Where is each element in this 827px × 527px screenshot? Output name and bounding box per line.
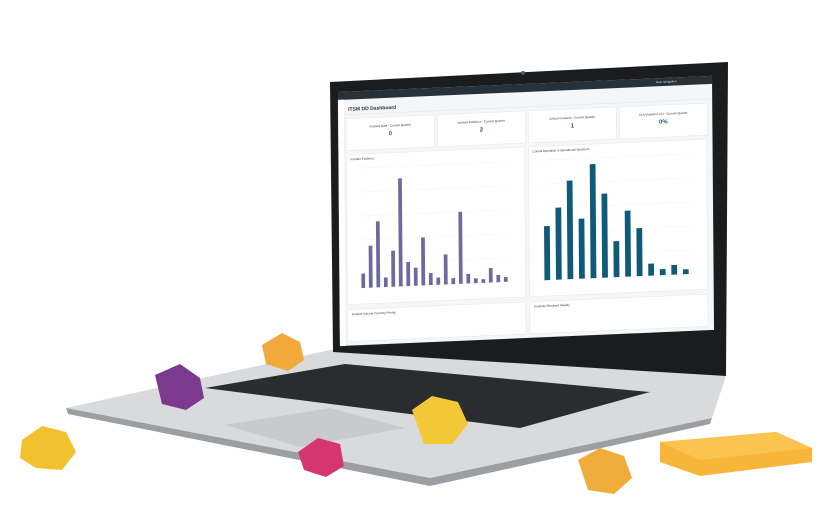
kpi-value: 0: [389, 131, 393, 137]
camera: [521, 71, 525, 75]
kpi-card: [346, 114, 435, 151]
bar: [496, 274, 501, 283]
bar: [466, 273, 471, 284]
kpi-card: [619, 102, 708, 140]
grid-line: [359, 233, 510, 241]
panel: [347, 301, 527, 342]
bar: [578, 218, 585, 279]
paper-ball: [155, 364, 204, 410]
laptop-edge: [66, 408, 712, 486]
bar: [458, 211, 463, 284]
paper-ball: [20, 426, 76, 470]
divider: [344, 98, 713, 115]
side-bar: [337, 99, 347, 347]
bar: [589, 163, 597, 279]
kpi-label: Critical Incidents - Current Quarter: [549, 115, 595, 121]
panel-title: Incidents Resolved Weekly: [534, 303, 570, 309]
grid-line: [358, 209, 510, 217]
grid-line: [358, 185, 509, 193]
bar: [659, 268, 666, 276]
app-title: ITSM DD Dashboard: [348, 105, 396, 113]
nav-link[interactable]: New navigation: [656, 79, 677, 84]
kpi-value: 2: [480, 127, 484, 133]
laptop-base: [66, 350, 726, 478]
grid-line: [541, 225, 692, 233]
paper-ball: [262, 333, 304, 371]
kpi-card: [437, 110, 526, 147]
paper-ball: [412, 396, 468, 444]
bar: [361, 273, 366, 289]
bar: [473, 278, 478, 284]
bar: [682, 269, 689, 275]
kpi-label: Incident Evidence - Current Quarter: [458, 119, 505, 125]
chart-panel: [528, 138, 708, 298]
bar: [544, 225, 551, 281]
bar: [671, 264, 678, 275]
grid-line: [540, 153, 691, 161]
bar: [503, 276, 508, 282]
chart-title: Incident Evidence: [351, 156, 375, 161]
bar: [443, 254, 448, 285]
bar: [613, 240, 620, 278]
grid-line: [540, 177, 691, 185]
bar: [428, 272, 433, 286]
bar: [368, 245, 373, 288]
panel: [529, 293, 709, 335]
kpi-card: [528, 106, 617, 144]
kpi-value: 1: [571, 123, 575, 129]
bar: [566, 180, 574, 280]
grid-line: [540, 201, 692, 209]
bar: [413, 267, 418, 286]
kpi-label: Incident Rate - Current Quarter: [370, 123, 411, 129]
bar: [398, 178, 403, 287]
bar: [488, 268, 493, 283]
bar: [648, 263, 655, 276]
trackpad: [225, 408, 405, 447]
bar: [601, 193, 608, 278]
top-bar: [338, 75, 713, 100]
keyboard: [205, 364, 650, 428]
paper-ball: [578, 448, 632, 494]
bar: [555, 207, 562, 280]
bar: [481, 279, 486, 283]
kpi-value: 0%: [659, 119, 668, 125]
bar: [436, 277, 441, 285]
chart-title: Control Operation in Operational Spectru…: [533, 147, 590, 153]
dashboard: New navigation ITSM DD Dashboard Inciden…: [337, 75, 715, 347]
grid-line: [359, 257, 510, 265]
kpi-label: SLA Violations (%) - Current Quarter: [639, 111, 687, 117]
bar: [636, 227, 643, 277]
notepad-top: [660, 432, 812, 460]
bar: [406, 261, 411, 287]
bar: [624, 210, 631, 277]
bar: [421, 237, 426, 286]
bar: [375, 221, 381, 288]
paper-ball: [298, 438, 344, 477]
bar: [383, 277, 388, 288]
bar: [391, 250, 396, 287]
grid-line: [358, 161, 509, 169]
bar: [451, 278, 456, 285]
panel-title: Incident Volume Trend by Priority: [352, 310, 397, 316]
